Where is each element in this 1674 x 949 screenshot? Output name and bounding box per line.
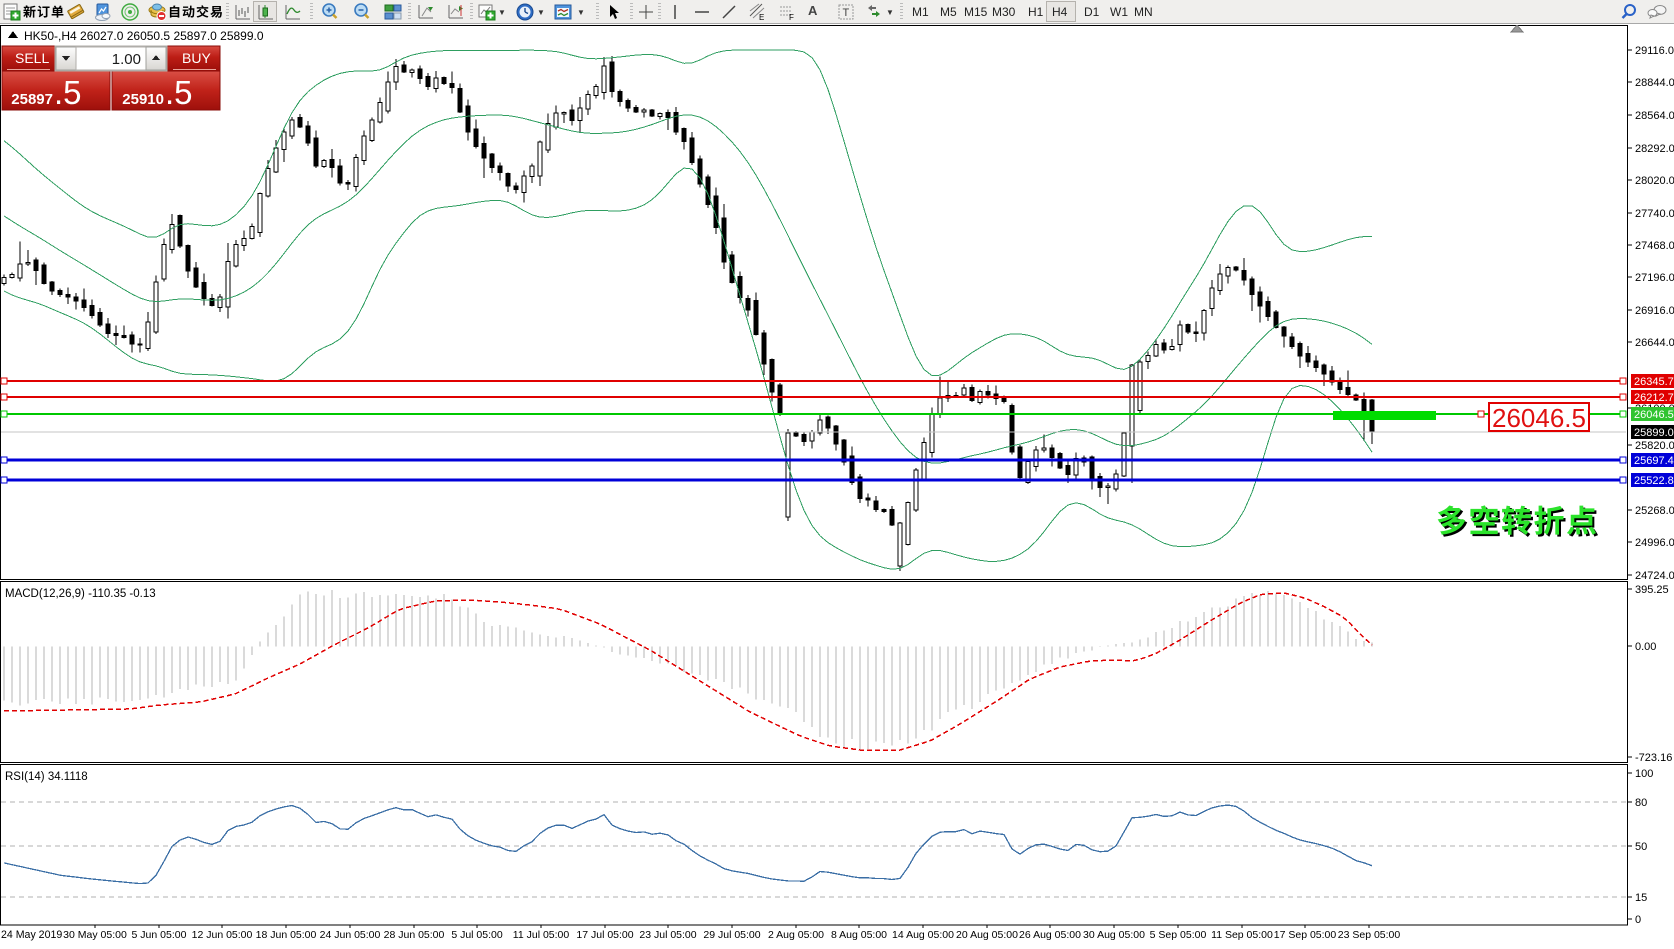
svg-text:17 Sep 05:00: 17 Sep 05:00 (1274, 929, 1337, 941)
svg-text:28292.0: 28292.0 (1635, 143, 1674, 155)
svg-text:24724.0: 24724.0 (1635, 570, 1674, 582)
svg-text:30 May 05:00: 30 May 05:00 (63, 929, 127, 941)
svg-text:SELL: SELL (15, 50, 49, 66)
svg-text:25268.0: 25268.0 (1635, 505, 1674, 517)
svg-text:24 Jun 05:00: 24 Jun 05:00 (320, 929, 381, 941)
svg-text:T: T (843, 7, 850, 19)
svg-text:28844.0: 28844.0 (1635, 77, 1674, 89)
svg-text:.5: .5 (165, 74, 193, 111)
svg-text:BUY: BUY (182, 50, 211, 66)
svg-text:.5: .5 (54, 74, 82, 111)
svg-text:26916.0: 26916.0 (1635, 305, 1674, 317)
svg-text:24 May 2019: 24 May 2019 (1, 929, 62, 941)
svg-text:25820.0: 25820.0 (1635, 440, 1674, 452)
svg-text:5 Jul 05:00: 5 Jul 05:00 (451, 929, 503, 941)
svg-text:80: 80 (1635, 797, 1647, 809)
svg-text:26212.7: 26212.7 (1634, 392, 1674, 404)
svg-text:28564.0: 28564.0 (1635, 110, 1674, 122)
svg-text:26 Aug 05:00: 26 Aug 05:00 (1019, 929, 1081, 941)
svg-text:MACD(12,26,9) -110.35 -0.13: MACD(12,26,9) -110.35 -0.13 (5, 588, 156, 600)
svg-text:25899.0: 25899.0 (1634, 427, 1674, 439)
svg-text:25897: 25897 (11, 91, 53, 108)
svg-text:18 Jun 05:00: 18 Jun 05:00 (256, 929, 317, 941)
svg-text:26345.7: 26345.7 (1634, 376, 1674, 388)
svg-text:5 Sep 05:00: 5 Sep 05:00 (1150, 929, 1207, 941)
svg-text:2 Aug 05:00: 2 Aug 05:00 (768, 929, 824, 941)
svg-text:0.00: 0.00 (1635, 641, 1656, 653)
svg-text:28020.0: 28020.0 (1635, 175, 1674, 187)
svg-text:23 Jul 05:00: 23 Jul 05:00 (639, 929, 696, 941)
svg-text:29116.0: 29116.0 (1635, 45, 1674, 57)
svg-text:1.00: 1.00 (112, 51, 141, 68)
svg-text:26046.5: 26046.5 (1492, 403, 1586, 433)
svg-text:11 Jul 05:00: 11 Jul 05:00 (513, 929, 570, 941)
svg-text:E: E (759, 13, 764, 22)
svg-text:5 Jun 05:00: 5 Jun 05:00 (132, 929, 187, 941)
svg-text:14 Aug 05:00: 14 Aug 05:00 (892, 929, 954, 941)
svg-text:50: 50 (1635, 841, 1647, 853)
svg-text:HK50-,H4 26027.0 26050.5 2589: HK50-,H4 26027.0 26050.5 25897.0 25899.0 (24, 29, 264, 43)
svg-text:29 Jul 05:00: 29 Jul 05:00 (703, 929, 760, 941)
svg-text:20 Aug 05:00: 20 Aug 05:00 (956, 929, 1018, 941)
svg-text:24996.0: 24996.0 (1635, 537, 1674, 549)
svg-text:27196.0: 27196.0 (1635, 272, 1674, 284)
svg-text:25697.4: 25697.4 (1634, 455, 1674, 467)
svg-text:23 Sep 05:00: 23 Sep 05:00 (1338, 929, 1401, 941)
svg-text:17 Jul 05:00: 17 Jul 05:00 (576, 929, 633, 941)
svg-text:100: 100 (1635, 768, 1653, 780)
svg-text:395.25: 395.25 (1635, 584, 1669, 596)
svg-text:-723.16: -723.16 (1635, 752, 1672, 764)
svg-text:8 Aug 05:00: 8 Aug 05:00 (831, 929, 887, 941)
svg-text:26644.0: 26644.0 (1635, 337, 1674, 349)
svg-text:25910: 25910 (122, 91, 164, 108)
svg-text:28 Jun 05:00: 28 Jun 05:00 (384, 929, 445, 941)
svg-text:15: 15 (1635, 892, 1647, 904)
svg-text:26046.5: 26046.5 (1634, 409, 1674, 421)
svg-text:11 Sep 05:00: 11 Sep 05:00 (1211, 929, 1273, 941)
svg-text:12 Jun 05:00: 12 Jun 05:00 (192, 929, 253, 941)
svg-text:27468.0: 27468.0 (1635, 240, 1674, 252)
svg-text:F: F (789, 13, 794, 22)
svg-text:30 Aug 05:00: 30 Aug 05:00 (1083, 929, 1145, 941)
svg-text:RSI(14) 34.1118: RSI(14) 34.1118 (5, 771, 88, 783)
svg-text:27740.0: 27740.0 (1635, 208, 1674, 220)
svg-text:0: 0 (1635, 914, 1641, 926)
svg-text:25522.8: 25522.8 (1634, 475, 1674, 487)
